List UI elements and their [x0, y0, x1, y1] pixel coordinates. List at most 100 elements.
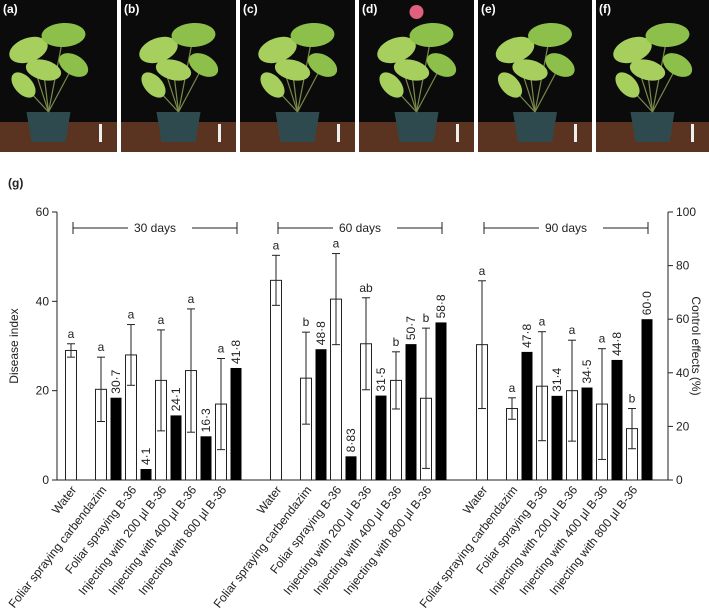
- marker: [218, 124, 221, 142]
- pot: [630, 112, 675, 142]
- significance-letter: a: [98, 340, 105, 354]
- value-label: 50·7: [404, 316, 418, 340]
- leaf: [41, 22, 86, 48]
- pot: [156, 112, 201, 142]
- leaf: [274, 59, 311, 81]
- pot: [275, 112, 320, 142]
- value-label: 31·4: [550, 368, 564, 392]
- significance-letter: a: [273, 238, 280, 252]
- value-label: 58·8: [434, 294, 448, 318]
- y2-tick-label: 0: [676, 473, 683, 487]
- value-label: 41·8: [229, 340, 243, 364]
- marker: [337, 124, 340, 142]
- group-label: 60 days: [339, 221, 381, 235]
- leaf: [497, 72, 523, 98]
- photo-label: (b): [124, 2, 139, 16]
- leaf: [188, 53, 219, 77]
- x-tick-label: Water: [254, 483, 284, 516]
- x-tick-label: Water: [49, 483, 79, 516]
- y2-tick-label: 80: [676, 259, 690, 273]
- value-label: 47·8: [520, 324, 534, 348]
- leaf: [393, 59, 430, 81]
- control-bar: [521, 351, 533, 480]
- value-label: 8·83: [344, 428, 358, 452]
- value-label: 31·5: [374, 367, 388, 391]
- control-bar: [140, 469, 152, 480]
- leaf: [645, 22, 690, 48]
- x-tick-label: Water: [460, 483, 490, 516]
- y2-tick-label: 40: [676, 366, 690, 380]
- pot: [26, 112, 71, 142]
- leaf: [512, 59, 548, 81]
- photo-label: (e): [481, 2, 496, 16]
- disease-bar: [270, 279, 282, 481]
- leaf: [495, 36, 535, 64]
- group-label: 30 days: [134, 221, 176, 235]
- marker: [99, 124, 102, 142]
- marker: [456, 124, 459, 142]
- control-bar: [375, 395, 387, 480]
- leaf: [377, 36, 416, 64]
- leaf: [613, 36, 652, 64]
- pot: [394, 112, 439, 142]
- significance-letter: a: [128, 308, 135, 322]
- significance-letter: a: [569, 323, 576, 337]
- significance-letter: a: [333, 237, 340, 251]
- pot: [513, 112, 557, 142]
- leaf: [58, 53, 89, 77]
- panel-label: (g): [8, 176, 23, 190]
- significance-letter: a: [599, 332, 606, 346]
- y-tick-label: 20: [36, 384, 50, 398]
- y-axis-label: Disease index: [7, 308, 21, 383]
- significance-letter: a: [158, 313, 165, 327]
- value-label: 48·8: [314, 321, 328, 345]
- control-bar: [345, 456, 357, 480]
- control-bar: [405, 344, 417, 480]
- control-bar: [170, 415, 182, 480]
- significance-letter: a: [218, 342, 225, 356]
- y2-tick-label: 20: [676, 419, 690, 433]
- marker: [691, 124, 694, 142]
- leaf: [426, 53, 457, 77]
- leaf: [409, 22, 454, 48]
- leaf: [11, 72, 36, 98]
- value-label: 4·1: [139, 447, 153, 465]
- significance-letter: a: [509, 381, 516, 395]
- leaf: [25, 59, 62, 81]
- control-bar: [435, 322, 447, 480]
- y-tick-label: 60: [36, 205, 50, 219]
- photo-label: (d): [362, 2, 377, 16]
- leaf: [545, 53, 575, 77]
- control-bar: [230, 367, 242, 480]
- bracket-gap: [539, 220, 603, 236]
- leaf: [379, 72, 404, 98]
- significance-letter: b: [423, 311, 430, 325]
- y-tick-label: 0: [42, 473, 49, 487]
- flower: [409, 5, 424, 19]
- value-label: 34·5: [580, 359, 594, 383]
- value-label: 16·3: [199, 408, 213, 432]
- y2-tick-label: 100: [676, 205, 696, 219]
- leaf: [662, 53, 693, 77]
- significance-letter: a: [479, 264, 486, 278]
- photo-row: (a) (b) (c) (d) (e) (f): [0, 0, 709, 152]
- value-label: 30·7: [109, 369, 123, 393]
- control-bar: [611, 359, 623, 480]
- leaf: [615, 72, 640, 98]
- leaf: [290, 22, 335, 48]
- marker: [574, 124, 577, 142]
- leaf: [528, 22, 572, 48]
- significance-letter: ab: [359, 281, 373, 295]
- value-label: 44·8: [610, 332, 624, 356]
- bracket-gap: [333, 220, 397, 236]
- control-bar: [581, 387, 593, 480]
- significance-letter: b: [629, 392, 636, 406]
- leaf: [260, 72, 285, 98]
- y-tick-label: 40: [36, 294, 50, 308]
- y2-axis-label: Control effects (%): [689, 296, 703, 395]
- leaf: [155, 59, 192, 81]
- significance-letter: a: [539, 315, 546, 329]
- leaf: [258, 36, 297, 64]
- value-label: 60·0: [640, 291, 654, 315]
